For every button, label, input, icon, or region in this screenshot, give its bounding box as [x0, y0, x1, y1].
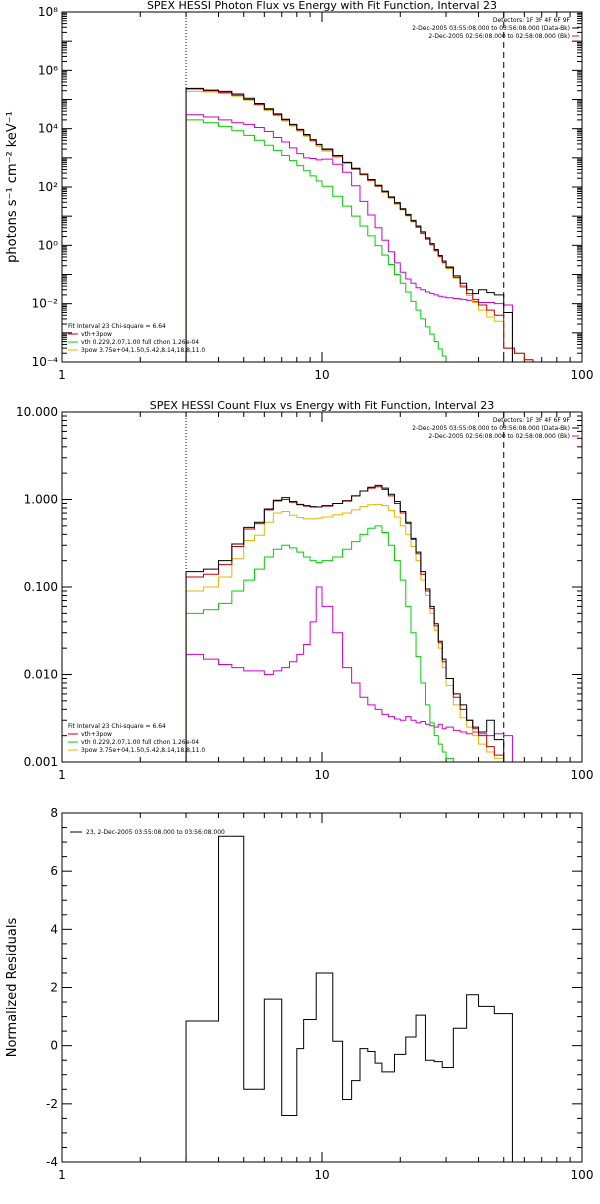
x-tick-label: 1 [58, 368, 66, 382]
chart-title: SPEX HESSI Photon Flux vs Energy with Fi… [147, 0, 497, 12]
x-tick-label: 1 [58, 768, 66, 782]
y-tick-label: 10² [38, 180, 58, 194]
y-tick-label: 0.010 [24, 668, 58, 682]
series-background-line [185, 586, 513, 762]
series-residuals-line [185, 835, 513, 1162]
series-3pow-line [185, 503, 513, 762]
x-tick-label: 100 [571, 768, 594, 782]
header-line: 2-Dec-2005 03:55:08.000 to 03:56:08.000 … [412, 425, 570, 432]
series-fit-line [185, 88, 534, 362]
x-tick-label: 1 [58, 1168, 66, 1182]
legend-entry: vth+3pow [81, 331, 112, 338]
legend-entry: vth+3pow [81, 731, 112, 738]
y-tick-label: 10⁸ [38, 5, 58, 19]
x-tick-label: 100 [571, 1168, 594, 1182]
x-tick-label: 100 [571, 368, 594, 382]
header-line: 2-Dec-2005 03:55:08.000 to 03:56:08.000 … [412, 25, 570, 32]
x-tick-label: 10 [314, 368, 329, 382]
series-group [185, 835, 513, 1162]
y-tick-label: 4 [50, 922, 58, 936]
x-tick-label: 10 [314, 768, 329, 782]
plot-frame [61, 812, 583, 1163]
y-tick-label: 0.001 [24, 755, 58, 769]
y-tick-label: 6 [50, 864, 58, 878]
x-tick-label: 10 [314, 1168, 329, 1182]
y-tick-label: 10.000 [16, 405, 58, 419]
legend-entry: Fit Interval 23 Chi-square = 6.64 [68, 323, 166, 330]
y-tick-label: 1.000 [24, 493, 58, 507]
chart-panel-1: SPEX HESSI Photon Flux vs Energy with Fi… [5, 0, 593, 382]
legend-entry: Fit Interval 23 Chi-square = 6.64 [68, 723, 166, 730]
legend-entry: 3pow 3.75e+04,1.50,5.42,8.14,18.8,11.0 [81, 747, 205, 754]
plot-frame [61, 411, 583, 763]
y-tick-label: 10⁴ [38, 122, 58, 136]
series-background-line [185, 114, 513, 362]
legend-entry: vth 0.229,2.07,1.00 full cthon 1.26e-04 [81, 339, 199, 346]
y-tick-label: 10⁶ [38, 63, 58, 77]
y-tick-label: 0.100 [24, 580, 58, 594]
header-line: 2-Dec-2005 02:56:08.000 to 02:58:08.000 … [428, 33, 570, 40]
chart-panel-3: 1 10 100 -4 -2 0 2 4 6 8 Normalized Residuals 23, 2… [5, 806, 593, 1182]
y-tick-label: -4 [46, 1155, 58, 1169]
series-vth-line [185, 119, 488, 362]
legend-entry: vth 0.229,2.07,1.00 full cthon 1.26e-04 [81, 739, 199, 746]
y-tick-label: 2 [50, 981, 58, 995]
y-tick-label: 10⁻⁴ [32, 355, 59, 369]
y-tick-label: 0 [50, 1039, 58, 1053]
series-group [185, 484, 513, 762]
header-line: Detectors: 1F 3F 4F 6F 9F [493, 17, 571, 24]
y-axis-label: photons s⁻¹ cm⁻² keV⁻¹ [5, 111, 20, 263]
series-vth-line [185, 525, 488, 762]
series-data-line [185, 484, 513, 762]
y-tick-label: 8 [50, 806, 58, 820]
plot-frame [61, 11, 583, 363]
chart-title: SPEX HESSI Count Flux vs Energy with Fit… [150, 399, 494, 412]
y-tick-label: 10⁰ [38, 238, 58, 252]
y-tick-label: -2 [46, 1097, 58, 1111]
y-axis-label: Normalized Residuals [5, 918, 20, 1058]
chart-panel-2: SPEX HESSI Count Flux vs Energy with Fit… [16, 399, 593, 782]
series-data-line [185, 87, 513, 362]
legend-entry: 23, 2-Dec-2005 03:55:08.000 to 03:56:08.… [86, 829, 225, 836]
series-3pow-line [185, 90, 534, 362]
header-line: 2-Dec-2005 02:56:08.000 to 02:58:08.000 … [428, 433, 570, 440]
series-group [185, 87, 534, 362]
series-fit-line [185, 486, 513, 762]
legend-entry: 3pow 3.75e+04,1.50,5.42,8.14,18.8,11.0 [81, 347, 205, 354]
y-tick-label: 10⁻² [32, 297, 59, 311]
header-line: Detectors: 1F 3F 4F 6F 9F [493, 417, 571, 424]
